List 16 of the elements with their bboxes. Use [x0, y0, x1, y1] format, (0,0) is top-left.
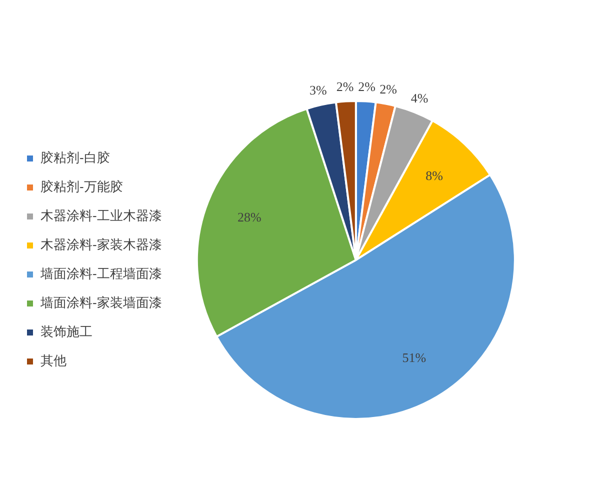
data-label: 4%	[410, 90, 428, 106]
data-label: 8%	[426, 168, 444, 183]
data-label: 51%	[402, 350, 426, 365]
data-label: 2%	[380, 81, 398, 96]
legend-label: 墙面涂料-工程墙面漆	[40, 266, 162, 282]
legend-label: 其他	[40, 353, 66, 368]
data-label: 2%	[336, 78, 354, 94]
legend-label: 装饰施工	[40, 324, 92, 340]
legend-label: 木器涂料-工业木器漆	[40, 208, 162, 224]
legend-label: 木器涂料-家装木器漆	[40, 237, 162, 252]
data-label: 28%	[238, 209, 262, 224]
legend-label: 胶粘剂-白胶	[40, 150, 110, 166]
legend-label: 墙面涂料-家装墙面漆	[40, 295, 162, 310]
data-label: 3%	[310, 82, 328, 98]
legend-label: 胶粘剂-万能胶	[40, 179, 123, 194]
data-label: 2%	[358, 78, 376, 94]
